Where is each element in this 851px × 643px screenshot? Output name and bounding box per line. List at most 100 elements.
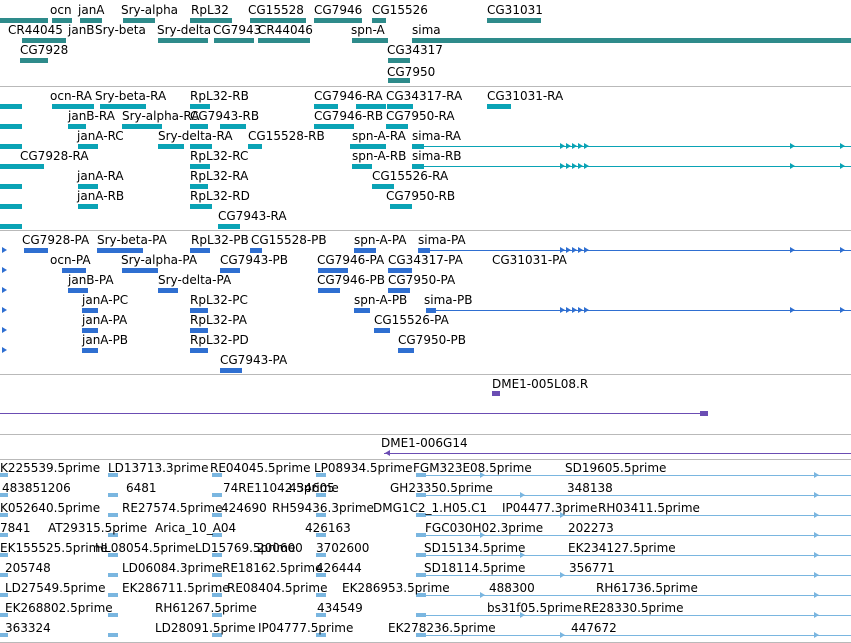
feature-glyph[interactable] — [314, 18, 362, 23]
feature-glyph[interactable] — [316, 633, 326, 637]
feature-glyph[interactable] — [97, 248, 143, 253]
feature-label[interactable]: Arica_10_A04 — [155, 521, 237, 535]
feature-glyph[interactable] — [52, 104, 94, 109]
feature-label[interactable]: sima — [412, 23, 441, 37]
feature-glyph[interactable] — [0, 493, 8, 497]
feature-label[interactable]: janB — [68, 23, 95, 37]
feature-glyph[interactable] — [398, 348, 414, 353]
feature-label[interactable]: 6481 — [126, 481, 157, 495]
feature-label[interactable]: LD13713.3prime — [108, 461, 209, 475]
feature-label[interactable]: CG7950 — [387, 65, 436, 79]
feature-glyph[interactable] — [356, 104, 386, 109]
feature-label[interactable]: CG7943 — [213, 23, 262, 37]
feature-label[interactable]: CG31031 — [487, 3, 543, 17]
feature-label[interactable]: 356771 — [569, 561, 615, 575]
feature-label[interactable]: CG7928-PA — [22, 233, 90, 247]
feature-label[interactable]: 434605 — [289, 481, 335, 495]
feature-label[interactable]: RpL32-RD — [190, 189, 250, 203]
feature-label[interactable]: RH59436.3prime — [272, 501, 374, 515]
feature-glyph[interactable] — [372, 184, 394, 189]
feature-glyph[interactable] — [0, 633, 8, 637]
feature-label[interactable]: EK155525.5prime — [0, 541, 108, 555]
feature-label[interactable]: CG7946 — [314, 3, 363, 17]
feature-label[interactable]: Sry-beta — [95, 23, 146, 37]
feature-label[interactable]: janA-PB — [82, 333, 129, 347]
feature-glyph[interactable] — [700, 411, 708, 416]
feature-glyph[interactable] — [0, 124, 22, 129]
feature-glyph[interactable] — [108, 593, 118, 597]
feature-label[interactable]: Sry-beta-PA — [97, 233, 167, 247]
feature-label[interactable]: 7841 — [0, 521, 31, 535]
feature-label[interactable]: janA-RA — [77, 169, 124, 183]
feature-glyph[interactable] — [190, 204, 212, 209]
feature-glyph[interactable] — [158, 38, 208, 43]
feature-label[interactable]: FGM323E08.5prime — [413, 461, 532, 475]
feature-glyph[interactable] — [258, 38, 310, 43]
feature-label[interactable]: EK268802.5prime — [5, 601, 113, 615]
feature-glyph[interactable] — [82, 328, 98, 333]
feature-label[interactable]: CG15528 — [248, 3, 304, 17]
feature-glyph[interactable] — [487, 104, 511, 109]
feature-glyph[interactable] — [78, 204, 98, 209]
feature-glyph[interactable] — [82, 348, 98, 353]
feature-glyph[interactable] — [250, 18, 306, 23]
feature-label[interactable]: CG7950-RB — [386, 189, 456, 203]
feature-label[interactable]: spn-A-PA — [354, 233, 407, 247]
feature-label[interactable]: janB-RA — [68, 109, 115, 123]
feature-label[interactable]: CG7928-RA — [20, 149, 89, 163]
feature-label[interactable]: SD15134.5prime — [424, 541, 526, 555]
feature-glyph[interactable] — [108, 533, 118, 537]
feature-glyph[interactable] — [190, 144, 212, 149]
feature-glyph[interactable] — [190, 18, 232, 23]
feature-glyph[interactable] — [52, 18, 72, 23]
feature-label[interactable]: SD19605.5prime — [565, 461, 667, 475]
feature-label[interactable]: 434549 — [317, 601, 363, 615]
feature-glyph[interactable] — [78, 184, 98, 189]
feature-label[interactable]: RE28330.5prime — [583, 601, 684, 615]
feature-label[interactable]: 447672 — [571, 621, 617, 635]
feature-glyph[interactable] — [190, 124, 208, 129]
feature-glyph[interactable] — [108, 513, 118, 517]
feature-glyph[interactable] — [220, 268, 240, 273]
feature-label[interactable]: CG15528-PB — [251, 233, 327, 247]
feature-glyph[interactable] — [190, 248, 210, 253]
feature-glyph[interactable] — [212, 533, 222, 537]
feature-label[interactable]: CG7946-PB — [317, 273, 386, 287]
feature-label[interactable]: sima-RB — [412, 149, 462, 163]
feature-label[interactable]: CG7946-RB — [314, 109, 384, 123]
feature-label[interactable]: 426163 — [305, 521, 351, 535]
feature-label[interactable]: EK286953.5prime — [342, 581, 450, 595]
feature-glyph[interactable] — [80, 18, 102, 23]
feature-glyph[interactable] — [0, 553, 8, 557]
feature-glyph[interactable] — [250, 248, 262, 253]
feature-glyph[interactable] — [374, 328, 390, 333]
feature-label[interactable]: Sry-alpha-PA — [121, 253, 198, 267]
feature-label[interactable]: LP08934.5prime — [314, 461, 413, 475]
feature-glyph[interactable] — [372, 18, 386, 23]
feature-label[interactable]: CG7946-RA — [314, 89, 383, 103]
feature-label[interactable]: sima-RA — [412, 129, 462, 143]
feature-label[interactable]: RpL32-RA — [190, 169, 249, 183]
feature-glyph[interactable] — [158, 288, 178, 293]
feature-glyph[interactable] — [314, 104, 338, 109]
feature-label[interactable]: RE04045.5prime — [210, 461, 311, 475]
feature-label[interactable]: 200600 — [257, 541, 303, 555]
feature-label[interactable]: 205748 — [5, 561, 51, 575]
feature-glyph[interactable] — [388, 288, 410, 293]
feature-label[interactable]: SD18114.5prime — [424, 561, 526, 575]
feature-glyph[interactable] — [316, 573, 326, 577]
feature-glyph[interactable] — [316, 493, 326, 497]
feature-glyph[interactable] — [190, 328, 208, 333]
feature-label[interactable]: sima-PA — [418, 233, 466, 247]
feature-label[interactable]: CG34317-RA — [386, 89, 463, 103]
feature-glyph[interactable] — [190, 164, 210, 169]
feature-glyph[interactable] — [212, 473, 222, 477]
feature-label[interactable]: LD06084.3prime — [122, 561, 223, 575]
feature-label[interactable]: EK286711.5prime — [122, 581, 230, 595]
feature-glyph[interactable] — [390, 204, 412, 209]
feature-label[interactable]: janA — [78, 3, 105, 17]
feature-glyph[interactable] — [0, 164, 22, 169]
feature-glyph[interactable] — [318, 288, 340, 293]
feature-glyph[interactable] — [122, 268, 158, 273]
